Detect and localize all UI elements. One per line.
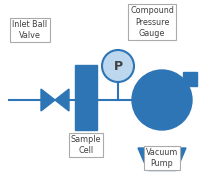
Bar: [75, 65, 97, 130]
Bar: [148, 162, 176, 170]
Text: Vacuum
Pump: Vacuum Pump: [146, 148, 178, 168]
Polygon shape: [55, 89, 69, 111]
Bar: [183, 72, 197, 86]
Text: Compound
Pressure
Gauge: Compound Pressure Gauge: [130, 6, 174, 38]
Circle shape: [102, 50, 134, 82]
Polygon shape: [41, 89, 55, 111]
Text: P: P: [113, 59, 123, 73]
Circle shape: [132, 70, 192, 130]
Text: Inlet Ball
Valve: Inlet Ball Valve: [12, 20, 48, 40]
Text: Sample
Cell: Sample Cell: [71, 135, 101, 155]
Polygon shape: [138, 148, 186, 162]
